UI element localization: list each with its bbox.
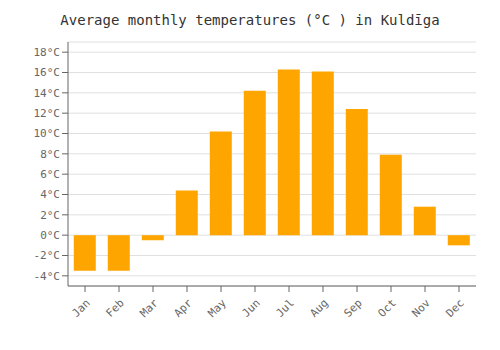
svg-text:12°C: 12°C (34, 107, 61, 120)
svg-text:Jun: Jun (240, 297, 263, 320)
svg-text:Sep: Sep (342, 297, 365, 320)
svg-text:Nov: Nov (410, 296, 434, 320)
html-text:Average monthly temperatures (: Average monthly temperatures (°C ) in Ku… (60, 12, 440, 28)
svg-text:Aug: Aug (308, 297, 331, 320)
svg-text:8°C: 8°C (40, 148, 60, 161)
svg-text:May: May (206, 296, 230, 320)
svg-text:6°C: 6°C (40, 168, 60, 181)
svg-text:Dec: Dec (444, 297, 467, 320)
svg-text:Mar: Mar (138, 296, 162, 320)
svg-text:-2°C: -2°C (34, 249, 61, 262)
svg-text:Oct: Oct (376, 297, 399, 320)
svg-text:18°C: 18°C (34, 46, 61, 59)
svg-text:10°C: 10°C (34, 127, 61, 140)
svg-text:Jul: Jul (274, 297, 297, 320)
svg-text:-4°C: -4°C (34, 270, 61, 283)
svg-text:14°C: 14°C (34, 87, 61, 100)
svg-text:16°C: 16°C (34, 66, 61, 79)
svg-text:Apr: Apr (172, 296, 196, 320)
svg-text:0°C: 0°C (40, 229, 60, 242)
svg-text:4°C: 4°C (40, 188, 60, 201)
svg-text:Jan: Jan (70, 297, 93, 320)
svg-text:2°C: 2°C (40, 209, 60, 222)
svg-text:Feb: Feb (104, 297, 127, 320)
